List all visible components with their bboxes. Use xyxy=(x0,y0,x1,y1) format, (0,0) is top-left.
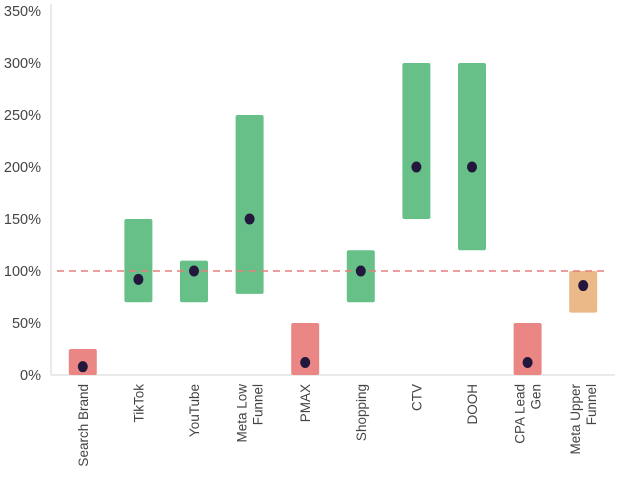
range-bar xyxy=(513,323,542,375)
range-bar xyxy=(569,271,598,313)
x-tick-label-line: Gen xyxy=(529,384,544,410)
x-tick-label: YouTube xyxy=(187,384,202,437)
x-tick-label-line: PMAX xyxy=(298,384,313,422)
data-point xyxy=(355,265,366,277)
data-point xyxy=(77,361,88,373)
x-tick-label-line: DOOH xyxy=(465,384,480,425)
x-tick-label: PMAX xyxy=(298,384,313,422)
x-tick-label-line: CTV xyxy=(409,384,424,411)
x-tick-label: CPA LeadGen xyxy=(513,384,544,444)
y-tick-label: 100% xyxy=(4,264,41,280)
x-tick-label: CTV xyxy=(409,384,424,411)
y-tick-label: 50% xyxy=(12,316,41,332)
x-tick-label-line: Funnel xyxy=(584,384,599,425)
x-tick-label-line: Search Brand xyxy=(76,384,91,467)
data-point xyxy=(189,265,199,277)
y-tick-label: 300% xyxy=(4,56,41,72)
data-point xyxy=(300,357,311,369)
data-point xyxy=(467,161,477,173)
data-point xyxy=(522,357,533,369)
range-bar xyxy=(458,63,486,251)
y-tick-label: 0% xyxy=(20,368,41,384)
x-tick-label-line: YouTube xyxy=(187,384,202,437)
x-tick-label: Meta LowFunnel xyxy=(235,384,266,443)
data-point xyxy=(244,213,255,225)
x-tick-label-line: Meta Upper xyxy=(568,384,583,455)
y-tick-label: 200% xyxy=(4,160,41,176)
x-tick-label: Shopping xyxy=(354,384,369,441)
x-tick-label: Meta UpperFunnel xyxy=(568,384,599,455)
y-tick-label: 150% xyxy=(4,212,41,228)
x-tick-label-line: Meta Low xyxy=(235,384,250,443)
y-tick-label: 350% xyxy=(4,4,41,20)
y-tick-label: 250% xyxy=(4,108,41,124)
data-point xyxy=(411,161,422,173)
data-point xyxy=(133,273,144,285)
data-point xyxy=(578,280,589,292)
x-tick-label-line: Funnel xyxy=(251,384,266,425)
range-bar xyxy=(402,63,431,219)
x-tick-label: DOOH xyxy=(465,384,480,425)
range-bar xyxy=(235,115,264,294)
x-tick-label: TikTok xyxy=(131,384,146,423)
x-tick-label-line: TikTok xyxy=(131,384,146,423)
range-bar xyxy=(124,219,153,303)
x-tick-label: Search Brand xyxy=(76,384,91,467)
x-tick-label-line: Shopping xyxy=(354,384,369,441)
range-bar xyxy=(291,323,320,375)
x-tick-label-line: CPA Lead xyxy=(513,384,528,444)
